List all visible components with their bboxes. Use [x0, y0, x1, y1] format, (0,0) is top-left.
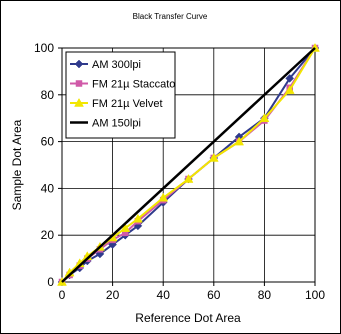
y-tick-label: 100: [34, 41, 54, 55]
x-tick-label: 20: [106, 288, 120, 302]
axis-ticks: 0 20 40 60 80 100 0 20 40 60 80 100: [34, 41, 325, 302]
legend-item: AM 300lpi: [70, 59, 141, 71]
y-tick-label: 0: [47, 275, 54, 289]
series-am-150lpi: [61, 47, 316, 283]
x-axis-label: Reference Dot Area: [135, 311, 241, 325]
y-axis-label: Sample Dot Area: [10, 119, 24, 210]
data-point: [132, 213, 143, 223]
legend-item: AM 150lpi: [70, 118, 141, 130]
y-tick-label: 60: [41, 135, 55, 149]
y-tick-label: 20: [41, 228, 55, 242]
legend-label: AM 150lpi: [92, 118, 141, 130]
data-point: [158, 192, 169, 202]
data-point: [183, 174, 194, 183]
data-point: [259, 113, 270, 122]
x-tick-label: 60: [207, 288, 221, 302]
data-point: [208, 152, 219, 162]
plot-area: [61, 47, 316, 283]
legend-item: FM 21µ Staccato: [70, 79, 175, 91]
series-layer: [57, 42, 320, 287]
legend-marker: [74, 97, 84, 107]
x-tick-label: 80: [258, 288, 272, 302]
legend: AM 300lpi FM 21µ Staccato FM 21µ Velvet AM …: [65, 51, 176, 139]
legend-label: FM 21µ Staccato: [92, 79, 175, 91]
legend-label: FM 21µ Velvet: [92, 98, 163, 110]
data-point: [284, 85, 295, 94]
x-tick-label: 0: [59, 288, 66, 302]
x-tick-label: 100: [305, 288, 325, 302]
data-point: [285, 74, 295, 83]
legend-marker: [74, 59, 84, 69]
y-tick-label: 40: [41, 181, 55, 195]
legend-marker: [75, 80, 83, 87]
series-line: [61, 47, 316, 283]
legend-item: FM 21µ Velvet: [70, 97, 163, 110]
chart-title: Black Transfer Curve: [133, 12, 208, 21]
x-tick-label: 40: [157, 288, 171, 302]
data-point: [120, 223, 131, 232]
legend-label: AM 300lpi: [92, 59, 141, 71]
y-tick-label: 80: [41, 88, 55, 102]
data-point: [234, 136, 245, 146]
